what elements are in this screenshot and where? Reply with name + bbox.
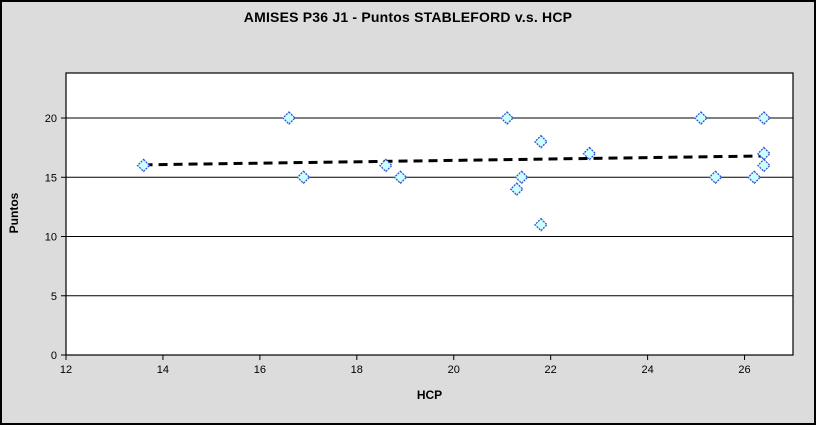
y-axis-title: Puntos (7, 192, 21, 234)
data-point-marker-14 (757, 111, 771, 125)
x-tick-label-16: 16 (254, 364, 266, 376)
data-point-marker-0 (136, 158, 151, 173)
data-point-marker-7 (514, 170, 529, 185)
data-point-marker-12 (708, 170, 723, 185)
data-point-marker-5 (500, 111, 514, 125)
data-point-marker-4 (393, 170, 408, 185)
x-tick-label-24: 24 (641, 364, 653, 376)
x-tick-label-26: 26 (738, 364, 750, 376)
data-point-marker-16 (757, 158, 771, 173)
data-point-marker-2 (296, 170, 311, 185)
plot-area (66, 73, 793, 355)
data-point-marker-1 (282, 111, 296, 125)
x-tick-label-20: 20 (448, 364, 460, 376)
data-point-marker-8 (534, 134, 548, 149)
data-point-marker-9 (534, 217, 548, 232)
y-tick-label-15: 15 (45, 172, 57, 184)
data-point-marker-10 (582, 146, 597, 161)
x-tick-label-18: 18 (351, 364, 363, 376)
data-point-marker-3 (378, 158, 393, 173)
y-tick-label-20: 20 (45, 113, 57, 125)
y-tick-label-0: 0 (51, 350, 57, 362)
x-tick-label-12: 12 (60, 364, 72, 376)
x-tick-label-14: 14 (157, 364, 169, 376)
data-point-marker-11 (693, 111, 708, 125)
x-tick-label-22: 22 (545, 364, 557, 376)
data-point-marker-13 (747, 170, 762, 185)
chart-title: AMISES P36 J1 - Puntos STABLEFORD v.s. H… (243, 9, 573, 25)
data-point-marker-6 (509, 182, 524, 197)
y-tick-label-5: 5 (51, 291, 57, 303)
y-tick-label-10: 10 (45, 232, 57, 244)
x-axis-title: HCP (416, 388, 443, 402)
trendline (143, 154, 764, 167)
plot-border (65, 72, 794, 356)
